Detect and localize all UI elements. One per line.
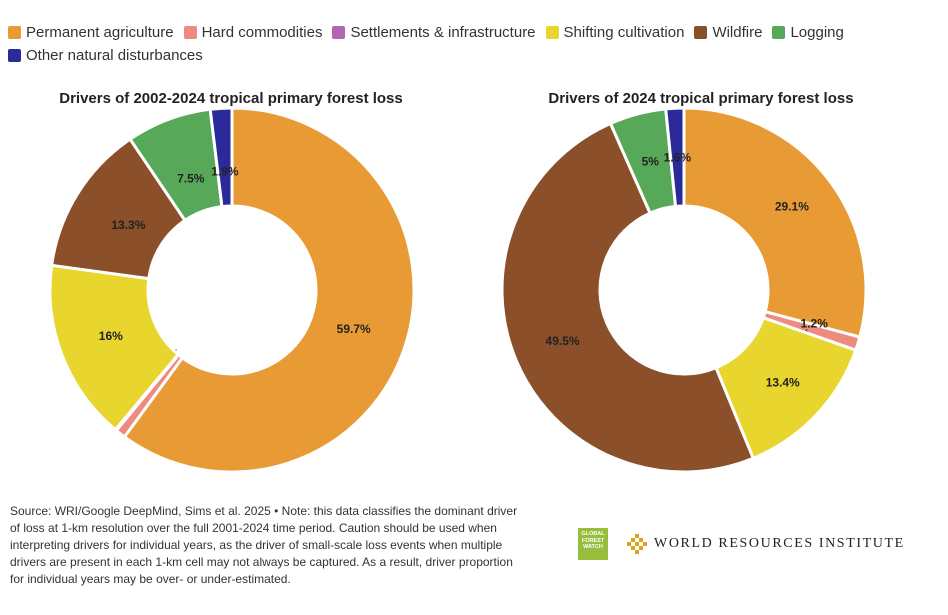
slice-label: 1.6%: [664, 150, 692, 164]
slice-label: 5%: [642, 155, 660, 169]
wri-logo: WORLD RESOURCES INSTITUTE: [626, 533, 905, 555]
legend-swatch: [332, 26, 346, 39]
legend-item: Wildfire: [694, 24, 762, 41]
slice-label: 29.1%: [775, 199, 809, 213]
chart-title: Drivers of 2002-2024 tropical primary fo…: [59, 90, 403, 107]
donut-slice: [208, 106, 234, 209]
legend-swatch: [183, 26, 197, 39]
legend-swatch: [8, 26, 21, 39]
donut-slice: [682, 106, 868, 339]
legend-swatch: [694, 26, 708, 39]
wri-emblem-icon: [627, 534, 647, 554]
legend-label: Wildfire: [712, 24, 763, 41]
legend-label: Hard commodities: [201, 24, 323, 41]
legend-label: Logging: [790, 24, 844, 41]
chart-title: Drivers of 2024 tropical primary forest …: [548, 90, 854, 107]
legend-item: Hard commodities: [183, 24, 323, 41]
donut-slice: [500, 121, 756, 474]
donut-chart-2024: Drivers of 2024 tropical primary forest …: [486, 84, 916, 484]
donut-svg: 29.1%1.2%0%13.4%49.5%5%1.6%: [500, 106, 868, 474]
donut-chart-2002-2024: Drivers of 2002-2024 tropical primary fo…: [16, 84, 446, 484]
legend-swatch: [772, 26, 786, 39]
slice-label: 1.9%: [211, 164, 239, 178]
legend-label: Other natural disturbances: [26, 47, 203, 64]
donut-slice: [664, 106, 686, 209]
global-forest-watch-logo: GLOBAL FOREST WATCH: [578, 528, 608, 560]
legend-item: Settlements & infrastructure: [332, 24, 536, 41]
slice-label: 13.3%: [111, 218, 145, 232]
donut-slice: [122, 106, 416, 474]
legend-label: Shifting cultivation: [563, 24, 685, 41]
wri-wordmark: WORLD RESOURCES INSTITUTE: [654, 536, 905, 551]
legend-swatch: [8, 49, 21, 62]
legend-label: Settlements & infrastructure: [350, 24, 536, 41]
donut-svg: 59.7%0.1%16%13.3%7.5%1.9%: [48, 106, 416, 474]
slice-label: 16%: [99, 329, 123, 343]
chart-legend: Permanent agriculture Hard commodities Set…: [8, 24, 908, 64]
slice-label: 59.7%: [337, 322, 371, 336]
donut-slice: [48, 263, 181, 432]
legend-item: Other natural disturbances: [8, 47, 203, 64]
legend-label: Permanent agriculture: [26, 24, 174, 41]
slice-label: 13.4%: [766, 376, 800, 390]
legend-item: Logging: [772, 24, 844, 41]
slice-label: 49.5%: [546, 334, 580, 348]
legend-item: Shifting cultivation: [545, 24, 685, 41]
source-note: Source: WRI/Google DeepMind, Sims et al.…: [10, 504, 518, 586]
legend-item: Permanent agriculture: [8, 24, 174, 41]
slice-label: 1.2%: [801, 316, 829, 330]
legend-swatch: [545, 26, 559, 39]
slice-label: 7.5%: [177, 172, 205, 186]
